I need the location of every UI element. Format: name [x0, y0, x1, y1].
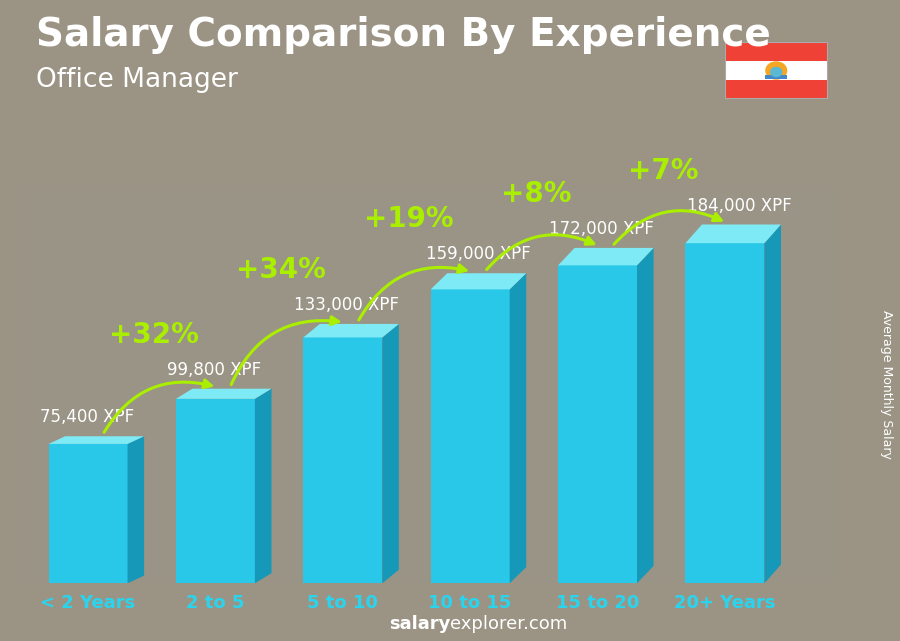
Text: 75,400 XPF: 75,400 XPF [40, 408, 134, 426]
Text: +7%: +7% [628, 157, 698, 185]
Polygon shape [49, 437, 144, 444]
Polygon shape [128, 437, 144, 583]
Text: +34%: +34% [236, 256, 326, 284]
Text: 159,000 XPF: 159,000 XPF [426, 246, 530, 263]
Polygon shape [558, 248, 653, 265]
Text: explorer.com: explorer.com [450, 615, 567, 633]
Polygon shape [382, 324, 399, 583]
Text: 172,000 XPF: 172,000 XPF [549, 220, 654, 238]
Text: +19%: +19% [364, 206, 454, 233]
Polygon shape [637, 248, 653, 583]
Bar [431, 289, 509, 583]
Polygon shape [255, 388, 272, 583]
Bar [49, 444, 128, 583]
Text: 184,000 XPF: 184,000 XPF [687, 197, 791, 215]
Text: Office Manager: Office Manager [36, 67, 238, 94]
Polygon shape [431, 273, 526, 289]
Text: +32%: +32% [109, 321, 199, 349]
Circle shape [770, 67, 782, 77]
Bar [686, 243, 764, 583]
Polygon shape [765, 75, 788, 79]
Polygon shape [686, 224, 781, 243]
Bar [724, 61, 828, 80]
Polygon shape [764, 224, 781, 583]
Text: 133,000 XPF: 133,000 XPF [294, 296, 400, 314]
Bar [724, 42, 828, 61]
Circle shape [765, 62, 788, 79]
Bar [176, 399, 255, 583]
Polygon shape [176, 388, 272, 399]
Text: 99,800 XPF: 99,800 XPF [167, 361, 261, 379]
Bar [303, 337, 382, 583]
Text: salary: salary [389, 615, 450, 633]
Text: Salary Comparison By Experience: Salary Comparison By Experience [36, 16, 770, 54]
Polygon shape [509, 273, 526, 583]
Bar [558, 265, 637, 583]
Text: +8%: +8% [500, 180, 571, 208]
Text: Average Monthly Salary: Average Monthly Salary [880, 310, 893, 459]
Polygon shape [303, 324, 399, 337]
Bar [724, 80, 828, 99]
